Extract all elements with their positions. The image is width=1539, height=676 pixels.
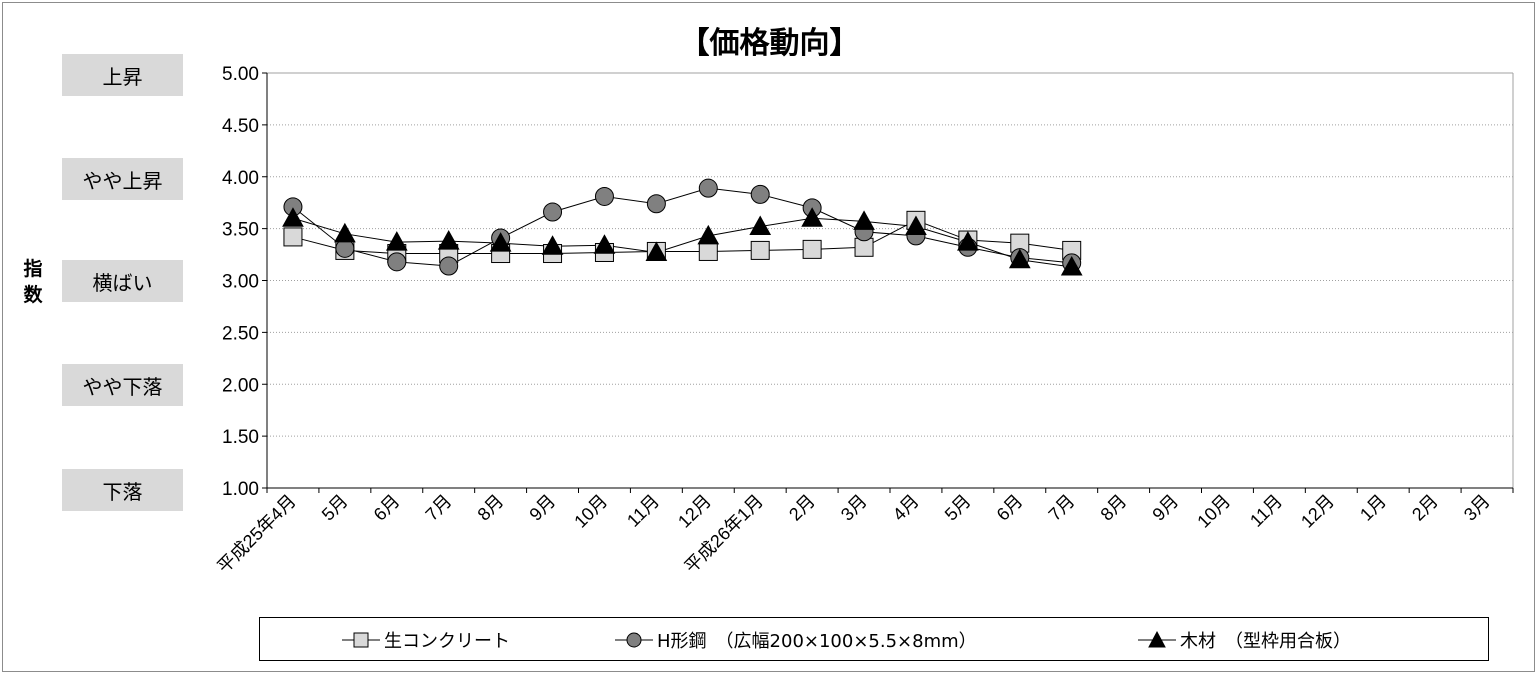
data-point-triangle [541,235,564,255]
y-tick-label: 5.00 [222,64,259,85]
y-tick-label: 1.00 [222,479,259,500]
y-tick-label: 1.50 [222,427,259,448]
data-point-triangle [749,215,772,236]
x-tick-label: 9月 [525,491,559,525]
chart-title: 【価格動向】 [679,26,860,61]
x-tick-label: 平成25年4月 [213,491,299,577]
data-point-triangle [853,210,875,230]
x-tick-label: 1月 [1356,491,1390,525]
y-tick-label: 4.50 [222,116,259,137]
legend-label-concrete: 生コンクリート [384,631,510,652]
series-line-1 [292,187,1072,267]
x-tick-label: 5月 [318,491,352,525]
x-tick-label: 5月 [941,491,975,525]
legend-square-marker-icon [342,632,380,648]
data-point-triangle [645,241,668,261]
data-point-triangle [385,231,408,251]
data-point-circle [750,184,770,204]
x-tick-label: 4月 [889,491,923,525]
x-tick-label: 3月 [837,491,871,525]
data-point-triangle [697,224,720,245]
y-tick-label: 3.00 [222,272,259,293]
data-point-triangle [282,207,304,227]
data-point-square [750,240,770,260]
data-point-triangle [437,230,460,250]
level-label-rise: 上昇 [62,54,183,96]
series-line-2 [292,217,1072,268]
y-tick-label: 3.50 [222,220,259,241]
x-tick-label: 8月 [1097,491,1131,525]
data-point-circle [698,178,718,198]
legend: 生コンクリート H形鋼 （広幅200×100×5.5×8mm） 木材 （型枠用合… [259,617,1489,661]
data-point-circle [646,194,666,214]
data-point-circle [439,256,459,276]
level-label-slight-rise: やや上昇 [62,158,183,200]
x-tick-label: 7月 [1045,491,1079,525]
data-point-square [698,241,718,261]
legend-label-timber: 木材 （型枠用合板） [1180,631,1351,652]
x-tick-label: 11月 [1246,491,1286,531]
data-point-triangle [1008,248,1031,269]
level-label-flat: 横ばい [62,260,183,302]
data-point-triangle [593,234,616,254]
y-tick-label: 2.00 [222,375,259,396]
y-axis-label-text: 指数 [23,258,43,306]
legend-circle-marker-icon [615,632,653,648]
x-tick-label: 9月 [1148,491,1182,525]
x-tick-label: 2月 [1408,491,1442,525]
data-point-circle [594,186,614,206]
data-point-triangle [905,215,927,236]
data-point-circle [387,252,407,272]
data-point-triangle [801,207,823,227]
x-tick-label: 10月 [1193,491,1234,532]
legend-item-concrete: 生コンクリート [342,618,510,662]
legend-triangle-marker-icon [1138,630,1176,648]
x-tick-label: 7月 [422,491,456,525]
data-point-triangle [489,232,512,252]
x-tick-label: 11月 [623,491,663,531]
level-label-fall: 下落 [62,469,183,511]
x-tick-label: 12月 [674,491,715,532]
x-tick-label: 6月 [370,491,404,525]
level-label-slight-fall: やや下落 [62,364,183,406]
y-tick-label: 2.50 [222,323,259,344]
x-tick-label: 10月 [570,491,611,532]
data-point-square [802,239,822,259]
x-tick-label: 12月 [1297,491,1338,532]
x-tick-label: 3月 [1460,491,1494,525]
data-point-square [283,227,303,247]
data-point-triangle [334,222,356,243]
series-line-0 [292,219,1072,255]
y-tick-label: 4.00 [222,168,259,189]
y-axis-label: 指数 [18,256,48,308]
legend-item-h-beam: H形鋼 （広幅200×100×5.5×8mm） [615,618,977,662]
x-tick-label: 8月 [474,491,508,525]
data-point-triangle [957,231,979,251]
legend-label-h-beam: H形鋼 （広幅200×100×5.5×8mm） [657,631,977,652]
x-tick-label: 6月 [993,491,1027,525]
data-point-triangle [1060,255,1083,276]
legend-item-timber: 木材 （型枠用合板） [1138,618,1351,662]
x-tick-label: 2月 [785,491,819,525]
data-point-circle [543,202,563,222]
